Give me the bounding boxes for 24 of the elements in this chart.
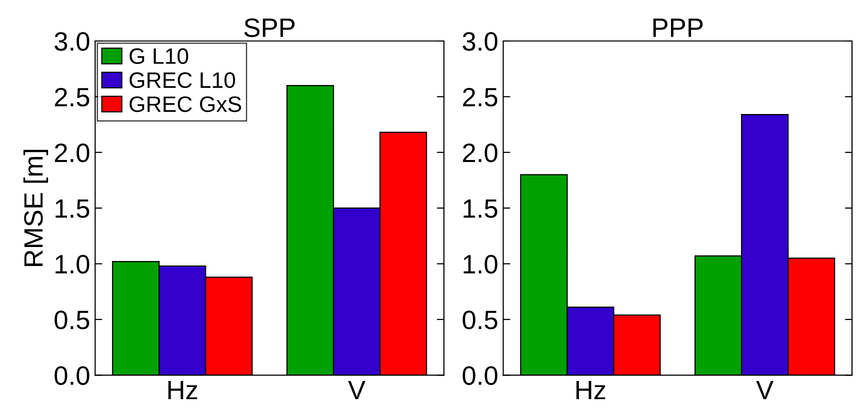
x-tick-label: V: [348, 380, 366, 400]
y-tick-label: 2.0: [463, 144, 498, 162]
y-tick-label: 2.5: [54, 88, 90, 107]
legend-label: G L10: [130, 48, 188, 64]
y-tick-label: 0.0: [462, 366, 498, 385]
chart-title: SPP: [244, 18, 295, 38]
y-tick-label: 0.0: [54, 366, 90, 385]
y-tick-label: 0.5: [462, 310, 498, 330]
y-tick-label: 1.5: [464, 199, 498, 218]
x-tick-label: Hz: [168, 380, 198, 400]
y-tick-label: 2.0: [54, 144, 90, 162]
y-tick-label: 2.5: [463, 88, 498, 107]
chart-title: PPP: [653, 18, 703, 37]
legend-label: GREC GxS: [130, 96, 242, 112]
y-tick-label: 3.0: [54, 32, 90, 51]
y-axis-title: RMSE [m]: [23, 150, 48, 266]
y-tick-label: 3.0: [462, 32, 498, 51]
x-tick-label: V: [756, 380, 774, 400]
y-tick-label: 1.0: [464, 254, 498, 274]
y-tick-label: 1.0: [56, 254, 90, 274]
legend-label: GREC L10: [130, 72, 236, 88]
y-tick-label: 0.5: [54, 310, 90, 330]
x-tick-label: Hz: [576, 380, 606, 400]
y-tick-label: 1.5: [56, 199, 90, 218]
